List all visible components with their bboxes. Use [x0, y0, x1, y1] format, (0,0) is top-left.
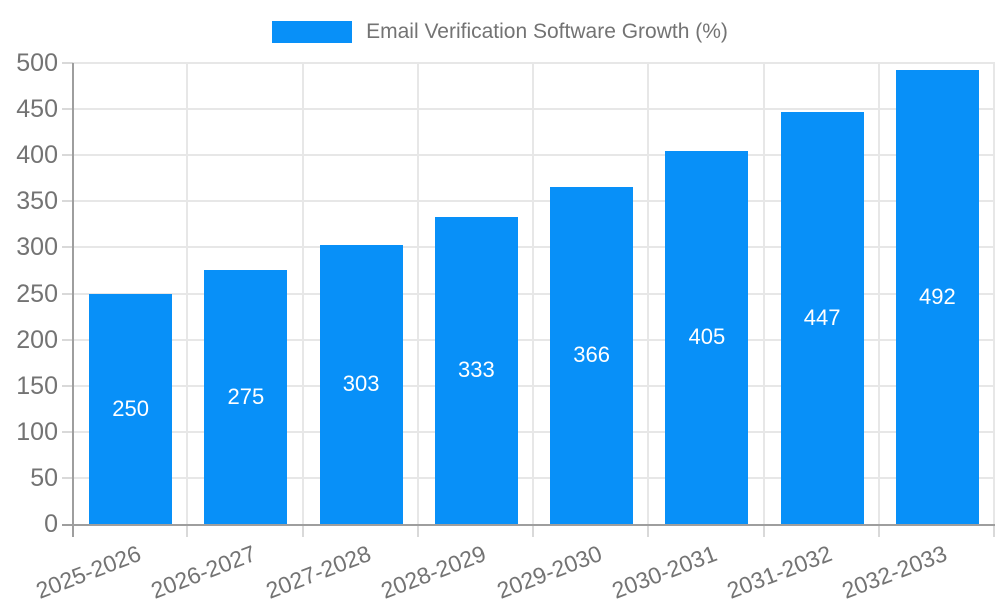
- bar-value-label: 405: [688, 324, 726, 350]
- x-gridline: [186, 63, 189, 524]
- y-axis-tick-label: 0: [44, 510, 58, 538]
- y-axis-tick-label: 150: [16, 371, 58, 400]
- y-gridline: [73, 154, 995, 157]
- bar[interactable]: [89, 293, 173, 524]
- x-axis-line: [62, 524, 995, 526]
- x-axis-tick-label: 2031-2032: [723, 540, 836, 600]
- y-gridline: [73, 384, 995, 387]
- bar-value-label: 333: [458, 357, 495, 383]
- x-gridline: [762, 63, 765, 524]
- legend[interactable]: Email Verification Software Growth (%): [0, 18, 1000, 46]
- x-axis-tick-label: 2029-2030: [492, 540, 605, 600]
- legend-label: Email Verification Software Growth (%): [366, 20, 728, 43]
- y-gridline: [73, 430, 995, 433]
- bar[interactable]: [550, 186, 634, 524]
- y-axis-tick: [62, 338, 73, 341]
- y-axis-tick-label: 250: [16, 279, 58, 308]
- x-gridline: [532, 63, 534, 524]
- y-axis-tick: [62, 200, 73, 203]
- y-axis-tick-label: 450: [16, 95, 58, 124]
- y-axis-tick: [62, 246, 73, 249]
- bar-value-label: 250: [112, 395, 149, 421]
- x-axis-tick: [301, 524, 304, 537]
- y-gridline: [73, 108, 995, 111]
- y-gridline: [73, 246, 995, 249]
- x-gridline: [993, 63, 995, 524]
- x-axis-tick: [186, 524, 189, 537]
- y-axis-tick-label: 350: [16, 187, 58, 216]
- bar-value-label: 492: [919, 284, 956, 310]
- y-axis-tick-label: 100: [16, 417, 58, 446]
- x-axis-tick-label: 2032-2033: [838, 540, 951, 600]
- y-axis-tick: [62, 430, 73, 433]
- bar[interactable]: [665, 150, 749, 524]
- x-axis-tick: [532, 524, 534, 537]
- x-gridline: [301, 63, 304, 524]
- y-axis-tick: [62, 154, 73, 157]
- x-axis-tick: [416, 524, 419, 537]
- x-axis-tick: [647, 524, 650, 537]
- y-gridline: [73, 292, 995, 295]
- x-gridline: [416, 63, 419, 524]
- y-axis-tick: [62, 476, 73, 479]
- x-gridline: [877, 63, 880, 524]
- y-axis-tick: [62, 292, 73, 295]
- y-axis-tick-label: 50: [30, 463, 58, 492]
- bar-value-label: 447: [803, 304, 841, 330]
- y-gridline: [73, 338, 995, 341]
- x-axis-tick: [877, 524, 880, 537]
- y-axis-tick-label: 200: [16, 325, 58, 354]
- y-axis-tick-label: 400: [16, 141, 58, 170]
- legend-swatch: [272, 21, 353, 43]
- x-axis-tick: [993, 524, 995, 537]
- y-gridline: [73, 476, 995, 479]
- bar[interactable]: [434, 216, 518, 524]
- y-gridline: [73, 62, 995, 64]
- bar-value-label: 303: [342, 371, 380, 397]
- x-axis-tick-label: 2028-2029: [377, 540, 490, 600]
- y-axis-tick-label: 500: [16, 49, 58, 77]
- x-axis-tick: [762, 524, 765, 537]
- x-axis-tick-label: 2030-2031: [608, 540, 721, 600]
- y-axis-tick: [62, 384, 73, 387]
- bar-value-label: 366: [573, 342, 610, 368]
- y-axis-line: [72, 63, 74, 537]
- plot-area: 250 275 303 333 366 405 447 492: [73, 62, 995, 524]
- x-axis-tick-label: 2027-2028: [262, 540, 375, 600]
- x-axis-tick-label: 2025-2026: [31, 540, 144, 600]
- y-gridline: [73, 200, 995, 203]
- bar[interactable]: [895, 70, 979, 524]
- x-gridline: [647, 63, 650, 524]
- bar[interactable]: [319, 244, 403, 524]
- y-axis-tick-label: 300: [16, 233, 58, 262]
- bar[interactable]: [204, 270, 288, 524]
- bar-value-label: 275: [227, 384, 265, 410]
- y-axis-tick: [62, 108, 73, 111]
- bar[interactable]: [780, 111, 864, 524]
- x-axis-tick-label: 2026-2027: [147, 540, 260, 600]
- y-axis-tick: [62, 62, 73, 64]
